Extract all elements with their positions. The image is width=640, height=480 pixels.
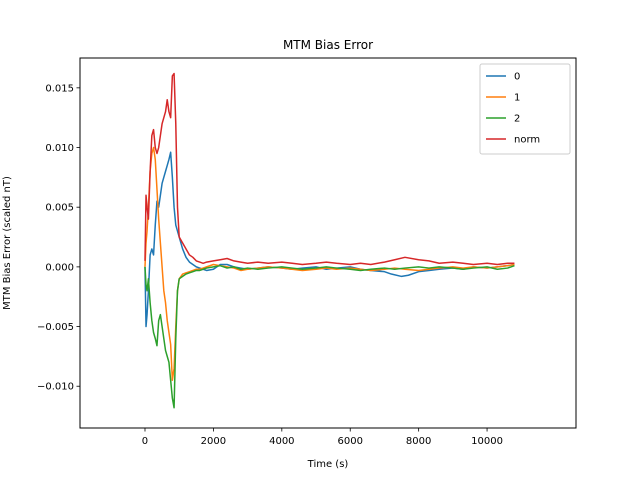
y-tick-label: 0.005 (45, 203, 74, 214)
y-tick-label: 0.015 (45, 83, 74, 94)
series-line-2 (144, 264, 515, 409)
legend: 0 1 2 norm (479, 63, 571, 155)
chart-title: MTM Bias Error (283, 38, 373, 52)
x-axis: 0 2000 4000 6000 8000 10000 (142, 428, 503, 447)
x-tick-label: 4000 (269, 436, 294, 447)
x-tick-label: 0 (142, 436, 148, 447)
x-tick-label: 2000 (201, 436, 226, 447)
y-tick-label: −0.010 (37, 382, 74, 393)
y-axis-label: MTM Bias Error (scaled nT) (2, 176, 13, 310)
y-tick-label: −0.005 (37, 322, 74, 333)
legend-label-0: 0 (514, 72, 520, 83)
x-tick-label: 8000 (406, 436, 431, 447)
x-axis-label: Time (s) (307, 459, 349, 470)
legend-label-2: 2 (514, 114, 520, 125)
x-tick-label: 10000 (471, 436, 503, 447)
series-line-0 (144, 151, 515, 328)
y-tick-label: 0.010 (45, 143, 74, 154)
axes-frame (79, 57, 577, 429)
y-axis: −0.010 −0.005 0.000 0.005 0.010 0.015 (37, 83, 80, 393)
legend-label-norm: norm (514, 135, 540, 146)
legend-label-1: 1 (514, 93, 520, 104)
series-line-1 (144, 146, 515, 382)
x-tick-label: 6000 (338, 436, 363, 447)
y-tick-label: 0.000 (45, 262, 74, 273)
plot-area (144, 72, 515, 409)
legend-box (479, 63, 571, 155)
series-line-norm (144, 72, 515, 266)
